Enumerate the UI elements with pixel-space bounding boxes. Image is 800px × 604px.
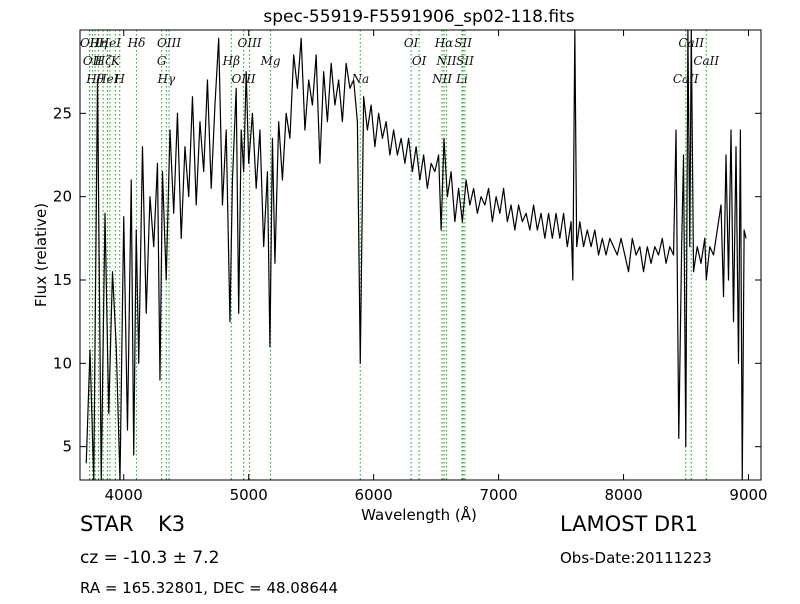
spectral-line-label-8: H (114, 72, 126, 86)
spectrum-series-line (85, 30, 747, 480)
spectral-line-label-24: SII (454, 36, 472, 50)
spectral-line-label-7: K (110, 54, 121, 68)
observation-date-label: Obs-Date:20111223 (560, 549, 712, 567)
spectral-line-label-27: CaII (678, 36, 704, 50)
spectral-line-label-14: OIII (232, 72, 256, 86)
x-tick-label-1: 5000 (230, 486, 268, 504)
spectral-line-marker-layer (89, 30, 707, 480)
redshift-label: cz = -10.3 ± 7.2 (80, 548, 220, 568)
spectral-line-label-25: SII (456, 54, 474, 68)
spectral-line-label-6: HeI (98, 36, 122, 50)
spectral-line-label-1: OII (83, 54, 103, 68)
spectral-line-label-21: Hα (434, 36, 454, 50)
x-tick-label-4: 8000 (604, 486, 642, 504)
y-tick-label-3: 20 (53, 188, 72, 206)
spectrum-layer (85, 30, 747, 480)
spectral-line-label-0: OII (80, 36, 100, 50)
axes-layer: 4000 5000 6000 7000 8000 9000 5 10 15 20 25 (53, 29, 768, 504)
spectral-line-label-11: Hγ (157, 72, 176, 86)
plot-frame (79, 29, 762, 481)
spectral-line-label-10: G (157, 54, 167, 68)
coordinates-label: RA = 165.32801, DEC = 48.08644 (80, 579, 339, 597)
spectral-line-label-23: Li (455, 72, 468, 86)
x-axis-label: Wavelength (Å) (361, 505, 477, 524)
spectral-line-label-19: OI (412, 54, 427, 68)
spectral-line-label-20: NII (431, 72, 452, 86)
spectral-line-label-17: Na (350, 72, 369, 86)
survey-label: LAMOST DR1 (560, 512, 699, 536)
y-tick-label-1: 10 (53, 354, 72, 372)
y-tick-label-0: 5 (62, 438, 72, 456)
spectral-line-label-18: OI (404, 36, 419, 50)
x-tick-label-3: 7000 (480, 486, 518, 504)
spectral-line-label-5: HeI (95, 72, 119, 86)
x-tick-label-5: 9000 (729, 486, 767, 504)
x-tick-label-0: 4000 (105, 486, 143, 504)
spectral-line-label-9: Hδ (127, 36, 146, 50)
spectral-line-label-22: NII (435, 54, 456, 68)
x-tick-label-2: 6000 (355, 486, 393, 504)
spectral-line-label-4: Hζ (94, 54, 113, 68)
spectral-line-label-16: Mg (260, 54, 281, 68)
y-tick-label-2: 15 (53, 271, 72, 289)
object-type-label: STAR (80, 512, 134, 536)
spectral-line-label-2: Hθ (85, 72, 104, 86)
spectral-line-label-26: CaII (673, 72, 699, 86)
spectral-line-label-15: OIII (238, 36, 262, 50)
spectral-line-label-28: CaII (693, 54, 719, 68)
spectral-line-label-3: Hη (89, 36, 108, 50)
spectral-line-label-layer: OII OII Hθ Hη Hζ HeI HeI KH Hδ G Hγ OIII Hβ OIII OIII M… (80, 36, 719, 86)
y-axis-label: Flux (relative) (32, 203, 50, 307)
y-tick-label-4: 25 (53, 104, 72, 122)
spectral-line-label-13: Hβ (222, 54, 240, 68)
chart-title: spec-55919-F5591906_sp02-118.fits (263, 7, 574, 27)
spectral-class-label: K3 (158, 512, 186, 536)
spectral-line-label-12: OIII (157, 36, 181, 50)
